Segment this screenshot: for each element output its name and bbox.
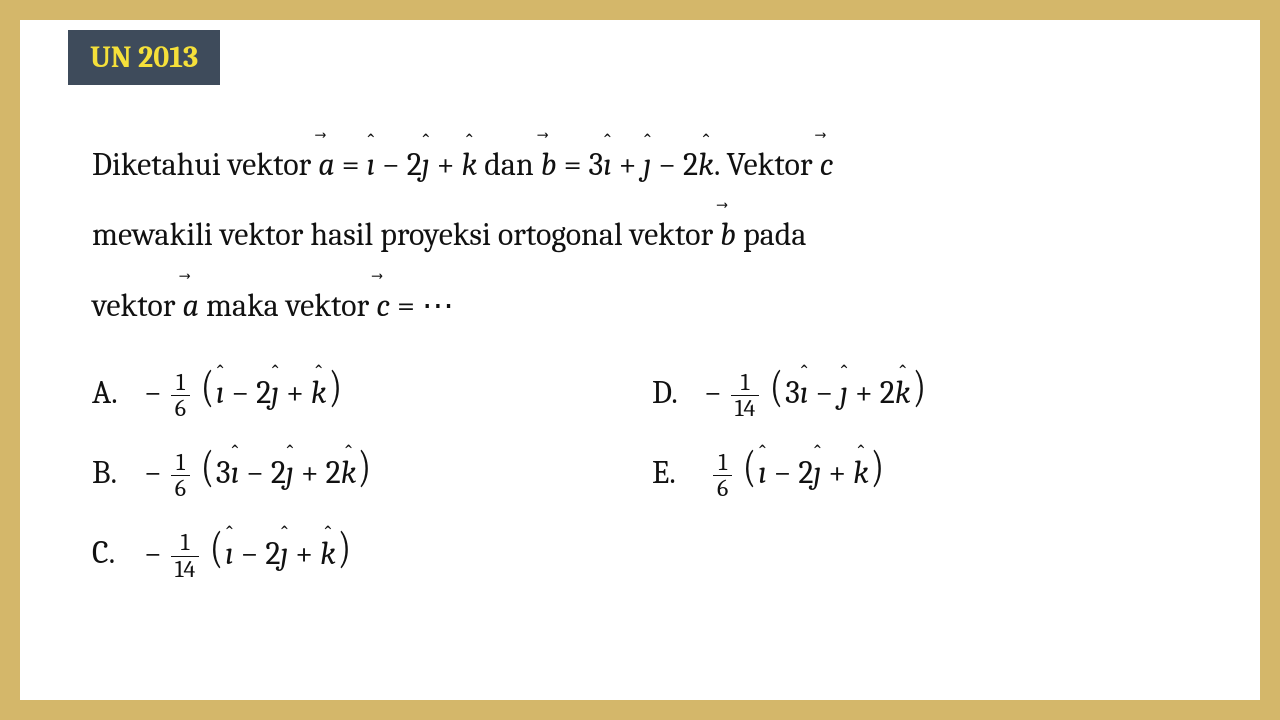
rparen: ) [913, 361, 926, 412]
ihat: ˆı [603, 130, 611, 200]
ihat: ˆı [758, 454, 766, 491]
vec-c: ⃗c [820, 130, 834, 200]
jhat: ˆȷ [814, 454, 822, 491]
option-expr: − 16 (3ˆı − 2ˆȷ + 2ˆk) [144, 443, 373, 501]
fraction: 16 [171, 450, 190, 501]
q-text: maka vektor [199, 287, 376, 324]
options-col-right: D. − 114 (3ˆı − ˆȷ + 2ˆk) E. 16 (ˆı − 2ˆ… [652, 363, 1172, 582]
jhat: ˆȷ [422, 130, 430, 200]
options-area: A. − 16 (ˆı − 2ˆȷ + ˆk) B. − 16 (3ˆı − 2… [92, 363, 1200, 582]
option-expr: − 114 (ˆı − 2ˆȷ + ˆk) [144, 524, 353, 582]
lparen: ( [770, 361, 783, 412]
badge-text: UN 2013 [90, 40, 198, 75]
q-text: − 2 [651, 146, 698, 183]
options-col-left: A. − 16 (ˆı − 2ˆȷ + ˆk) B. − 16 (3ˆı − 2… [92, 363, 652, 582]
jhat: ˆȷ [840, 374, 848, 411]
option-label: B. [92, 454, 126, 491]
q-text: vektor [92, 287, 183, 324]
jhat: ˆȷ [286, 454, 294, 491]
option-b: B. − 16 (3ˆı − 2ˆȷ + 2ˆk) [92, 443, 652, 501]
khat: ˆk [698, 130, 714, 200]
khat: ˆk [462, 130, 478, 200]
khat: ˆk [853, 454, 869, 491]
q-text: + [612, 146, 644, 183]
sign: − [144, 535, 162, 572]
vec-a: ⃗a [318, 130, 334, 200]
lparen: ( [201, 361, 214, 412]
q-text: pada [736, 216, 806, 253]
option-d: D. − 114 (3ˆı − ˆȷ + 2ˆk) [652, 363, 1172, 421]
option-e: E. 16 (ˆı − 2ˆȷ + ˆk) [652, 443, 1172, 501]
q-text: . Vektor [714, 146, 820, 183]
q-text: = 3 [557, 146, 604, 183]
q-text: + [430, 146, 462, 183]
q-text: − 2 [375, 146, 422, 183]
khat: ˆk [341, 454, 357, 491]
option-label: C. [92, 534, 126, 571]
fraction: 114 [731, 370, 760, 421]
ihat: ˆı [367, 130, 375, 200]
vec-b: ⃗b [720, 200, 736, 270]
khat: ˆk [895, 374, 911, 411]
ihat: ˆı [216, 374, 224, 411]
q-text: Diketahui vektor [92, 146, 318, 183]
sign: − [144, 374, 162, 411]
lparen: ( [210, 522, 223, 573]
jhat: ˆȷ [271, 374, 279, 411]
question-text: Diketahui vektor ⃗a = ˆı − 2ˆȷ + ˆk dan … [92, 130, 1200, 341]
lparen: ( [201, 441, 214, 492]
option-label: A. [92, 374, 126, 411]
fraction: 16 [713, 450, 732, 501]
option-expr: − 16 (ˆı − 2ˆȷ + ˆk) [144, 363, 343, 421]
sign: − [144, 454, 162, 491]
vec-b: ⃗b [541, 130, 557, 200]
option-a: A. − 16 (ˆı − 2ˆȷ + ˆk) [92, 363, 652, 421]
jhat: ˆȷ [280, 535, 288, 572]
vec-c: ⃗c [376, 271, 390, 341]
lparen: ( [743, 441, 756, 492]
q-text: = ⋯ [390, 287, 454, 324]
ihat: ˆı [231, 454, 239, 491]
rparen: ) [871, 441, 884, 492]
q-text: mewakili vektor hasil proyeksi ortogonal… [92, 216, 720, 253]
ihat: ˆı [225, 535, 233, 572]
khat: ˆk [320, 535, 336, 572]
rparen: ) [338, 522, 351, 573]
q-eq: = [335, 146, 367, 183]
sign: − [704, 374, 722, 411]
option-expr: − 114 (3ˆı − ˆȷ + 2ˆk) [704, 363, 927, 421]
fraction: 114 [171, 530, 200, 581]
ihat: ˆı [800, 374, 808, 411]
vec-a: ⃗a [183, 271, 199, 341]
option-expr: 16 (ˆı − 2ˆȷ + ˆk) [704, 443, 886, 501]
content-area: Diketahui vektor ⃗a = ˆı − 2ˆȷ + ˆk dan … [92, 130, 1200, 582]
fraction: 16 [171, 370, 190, 421]
option-label: D. [652, 374, 686, 411]
exam-badge: UN 2013 [68, 30, 220, 85]
slide-frame: UN 2013 Diketahui vektor ⃗a = ˆı − 2ˆȷ +… [0, 0, 1280, 720]
jhat: ˆȷ [643, 130, 651, 200]
q-text: dan [477, 146, 541, 183]
rparen: ) [358, 441, 371, 492]
option-c: C. − 114 (ˆı − 2ˆȷ + ˆk) [92, 524, 652, 582]
khat: ˆk [311, 374, 327, 411]
option-label: E. [652, 454, 686, 491]
rparen: ) [329, 361, 342, 412]
